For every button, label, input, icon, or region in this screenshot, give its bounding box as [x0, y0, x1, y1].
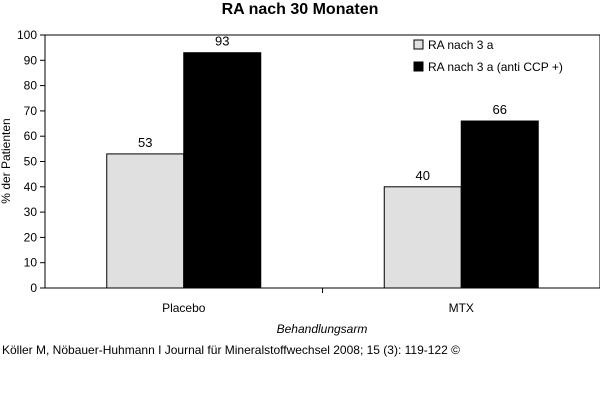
- bar: [183, 52, 262, 289]
- legend: RA nach 3 a RA nach 3 a (anti CCP +): [413, 38, 563, 74]
- bar: [460, 120, 539, 289]
- y-tick-label: 20: [24, 230, 38, 244]
- y-tick-label: 70: [24, 104, 38, 118]
- x-tick-label: MTX: [449, 301, 474, 315]
- bar-value-label: 66: [493, 102, 507, 117]
- bar-value-label: 53: [138, 135, 152, 150]
- bar-value-label: 93: [215, 34, 229, 49]
- citation-text: Köller M, Nöbauer-Huhmann I Journal für …: [2, 343, 460, 357]
- y-tick-label: 80: [24, 79, 38, 93]
- y-tick-label: 100: [17, 28, 37, 42]
- x-axis-ticks: Placebo MTX: [162, 288, 474, 315]
- legend-label-series-2: RA nach 3 a (anti CCP +): [428, 60, 563, 74]
- bars: [106, 52, 539, 289]
- bar-value-label: 40: [416, 168, 430, 183]
- y-tick-label: 30: [24, 205, 38, 219]
- x-axis-label: Behandlungsarm: [277, 322, 368, 336]
- bar: [383, 186, 462, 289]
- y-tick-label: 50: [24, 155, 38, 169]
- y-axis-ticks: 0 10 20 30 40 50 60 70 80 90 100: [17, 28, 45, 295]
- y-tick-label: 90: [24, 53, 38, 67]
- y-tick-label: 0: [30, 281, 37, 295]
- bar-value-labels: 53 93 40 66: [138, 34, 507, 183]
- legend-swatch-series-1: [413, 39, 424, 50]
- legend-label-series-1: RA nach 3 a: [428, 38, 494, 52]
- bar: [106, 153, 185, 289]
- x-tick-label: Placebo: [162, 301, 206, 315]
- y-tick-label: 40: [24, 180, 38, 194]
- y-tick-label: 10: [24, 256, 38, 270]
- y-tick-label: 60: [24, 129, 38, 143]
- legend-swatch-series-2: [413, 61, 424, 72]
- chart-title: RA nach 30 Monaten: [222, 1, 379, 18]
- y-axis-label: % der Patienten: [0, 118, 13, 203]
